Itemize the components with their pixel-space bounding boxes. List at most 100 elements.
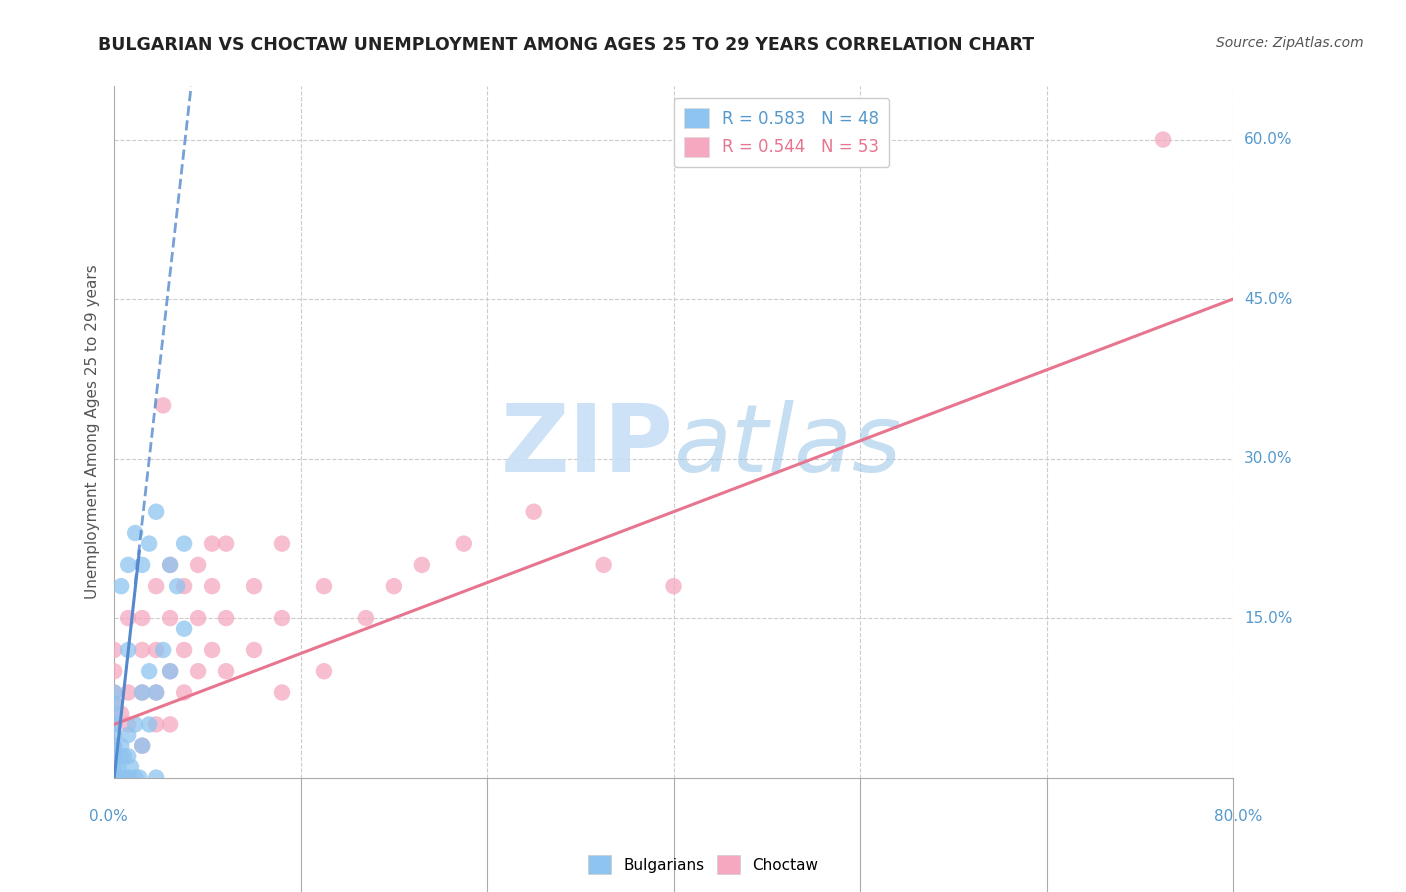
Point xyxy=(131,685,153,699)
Text: 80.0%: 80.0% xyxy=(1215,809,1263,823)
Text: ZIP: ZIP xyxy=(501,400,673,491)
Point xyxy=(103,771,125,785)
Point xyxy=(662,579,685,593)
Point xyxy=(117,728,139,742)
Point xyxy=(166,579,188,593)
Point xyxy=(103,696,125,710)
Point xyxy=(131,739,153,753)
Point xyxy=(592,558,614,572)
Point xyxy=(107,771,129,785)
Point xyxy=(159,717,181,731)
Text: 30.0%: 30.0% xyxy=(1244,451,1292,466)
Point xyxy=(187,611,209,625)
Point xyxy=(110,579,132,593)
Point xyxy=(523,505,546,519)
Point xyxy=(103,749,125,764)
Point xyxy=(103,717,125,731)
Point xyxy=(103,665,125,679)
Text: 15.0%: 15.0% xyxy=(1244,610,1292,625)
Point xyxy=(145,771,167,785)
Point xyxy=(131,739,153,753)
Point xyxy=(145,643,167,657)
Text: 45.0%: 45.0% xyxy=(1244,292,1292,307)
Point xyxy=(103,771,125,785)
Point xyxy=(145,579,167,593)
Point xyxy=(201,536,224,550)
Point xyxy=(128,771,150,785)
Point xyxy=(103,765,125,780)
Point xyxy=(120,760,142,774)
Point xyxy=(453,536,475,550)
Point xyxy=(173,643,195,657)
Point xyxy=(159,665,181,679)
Point xyxy=(112,749,135,764)
Point xyxy=(110,706,132,721)
Point xyxy=(382,579,405,593)
Legend: R = 0.583   N = 48, R = 0.544   N = 53: R = 0.583 N = 48, R = 0.544 N = 53 xyxy=(673,98,889,167)
Point xyxy=(103,771,125,785)
Point xyxy=(271,611,294,625)
Point xyxy=(103,643,125,657)
Text: BULGARIAN VS CHOCTAW UNEMPLOYMENT AMONG AGES 25 TO 29 YEARS CORRELATION CHART: BULGARIAN VS CHOCTAW UNEMPLOYMENT AMONG … xyxy=(98,36,1035,54)
Point xyxy=(159,558,181,572)
Point xyxy=(138,536,160,550)
Point xyxy=(411,558,433,572)
Point xyxy=(103,717,125,731)
Point xyxy=(145,717,167,731)
Point xyxy=(112,771,135,785)
Point xyxy=(243,643,266,657)
Point xyxy=(159,665,181,679)
Point xyxy=(271,685,294,699)
Point xyxy=(110,739,132,753)
Text: Source: ZipAtlas.com: Source: ZipAtlas.com xyxy=(1216,36,1364,50)
Point xyxy=(110,771,132,785)
Point xyxy=(215,611,238,625)
Point xyxy=(103,739,125,753)
Point xyxy=(312,579,335,593)
Point xyxy=(103,744,125,758)
Point xyxy=(201,643,224,657)
Point xyxy=(138,665,160,679)
Point xyxy=(131,643,153,657)
Point xyxy=(131,558,153,572)
Point xyxy=(117,685,139,699)
Point xyxy=(131,611,153,625)
Point xyxy=(173,579,195,593)
Point xyxy=(117,558,139,572)
Point xyxy=(103,771,125,785)
Text: 60.0%: 60.0% xyxy=(1244,132,1292,147)
Point xyxy=(117,749,139,764)
Point xyxy=(215,536,238,550)
Point xyxy=(131,685,153,699)
Point xyxy=(103,739,125,753)
Point xyxy=(152,398,174,412)
Point xyxy=(159,611,181,625)
Text: atlas: atlas xyxy=(673,401,901,491)
Point xyxy=(103,685,125,699)
Point xyxy=(138,717,160,731)
Point xyxy=(103,685,125,699)
Legend: Bulgarians, Choctaw: Bulgarians, Choctaw xyxy=(582,849,824,880)
Point xyxy=(145,505,167,519)
Point xyxy=(312,665,335,679)
Point xyxy=(201,579,224,593)
Point xyxy=(173,536,195,550)
Point xyxy=(187,665,209,679)
Point xyxy=(103,696,125,710)
Point xyxy=(103,755,125,769)
Point xyxy=(117,717,139,731)
Point xyxy=(103,760,125,774)
Point xyxy=(103,771,125,785)
Point xyxy=(107,760,129,774)
Point xyxy=(173,685,195,699)
Point xyxy=(117,771,139,785)
Point xyxy=(354,611,377,625)
Point xyxy=(159,558,181,572)
Point xyxy=(103,728,125,742)
Point xyxy=(124,771,146,785)
Point xyxy=(117,611,139,625)
Point xyxy=(117,643,139,657)
Point xyxy=(145,685,167,699)
Point xyxy=(124,717,146,731)
Point xyxy=(187,558,209,572)
